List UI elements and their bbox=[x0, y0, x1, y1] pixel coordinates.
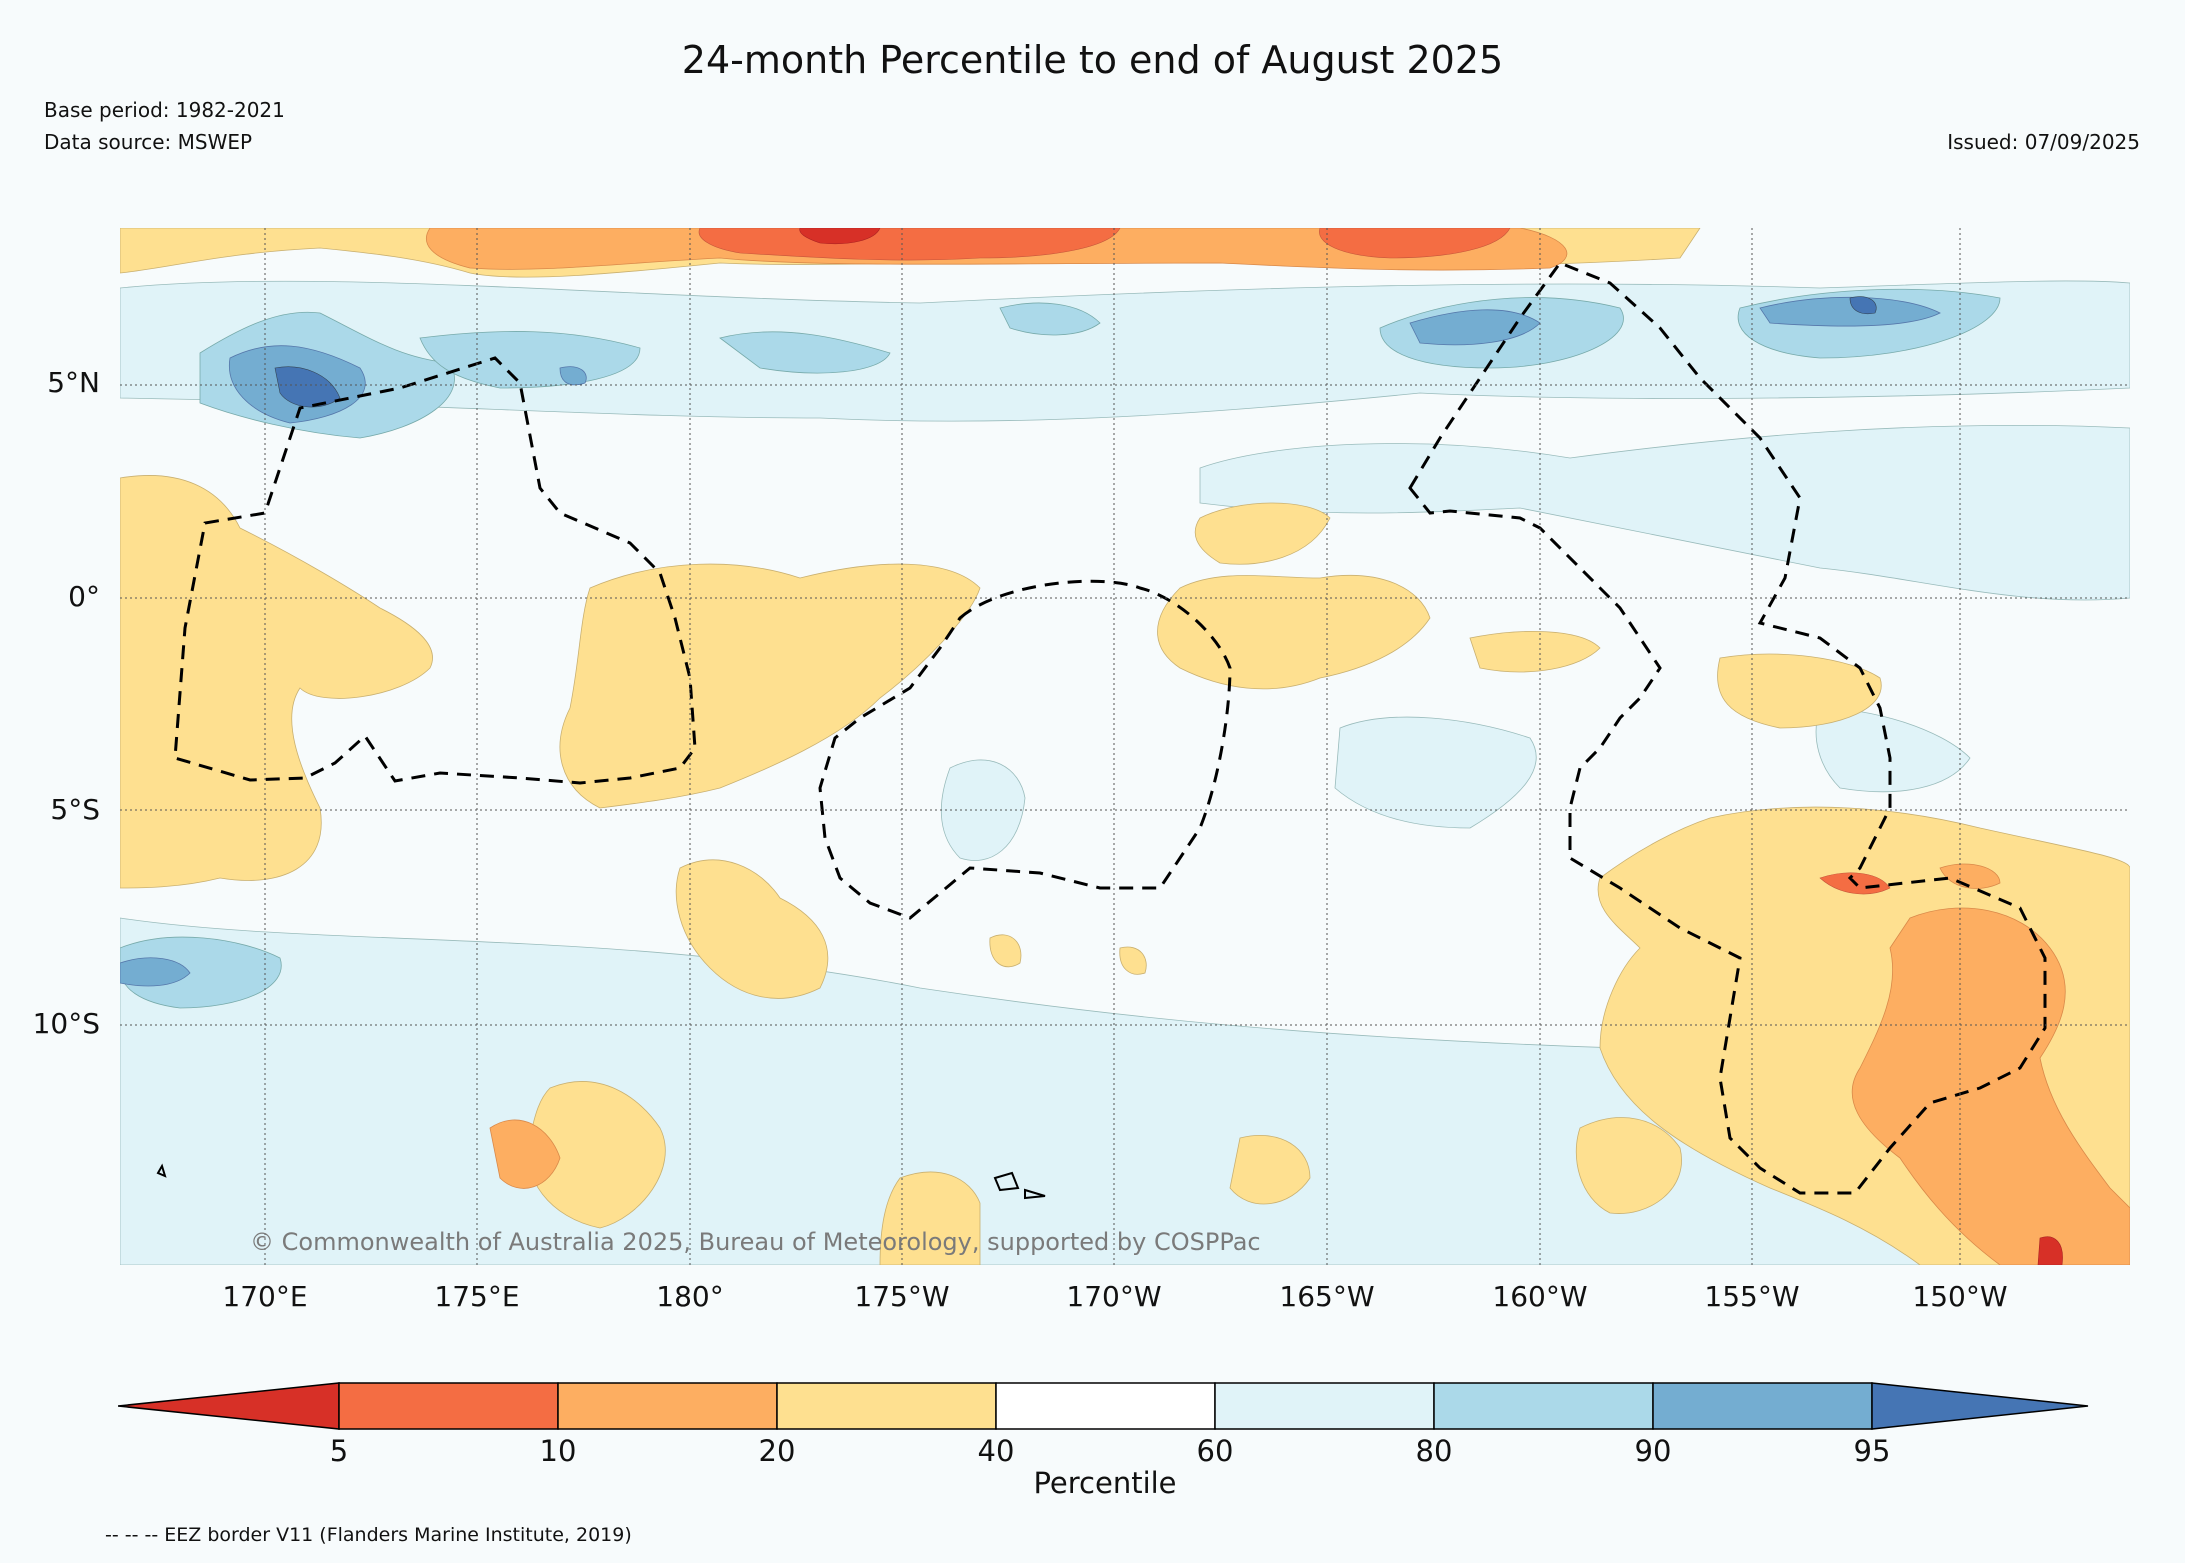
colorbar-segment-90-95 bbox=[1652, 1382, 1873, 1430]
islands bbox=[156, 1163, 1046, 1200]
colorbar-tick-90: 90 bbox=[1634, 1434, 1672, 1468]
lon-label-170w: 170°W bbox=[1066, 1280, 1162, 1313]
lon-label-160w: 160°W bbox=[1492, 1280, 1588, 1313]
lat-label-0: 0° bbox=[68, 580, 100, 613]
band-below-5 bbox=[799, 228, 2063, 1265]
lon-label-175e: 175°E bbox=[434, 1280, 520, 1313]
colorbar-segment-above-95 bbox=[1871, 1382, 2089, 1430]
percentile-map bbox=[120, 228, 2130, 1265]
lat-label-5s: 5°S bbox=[50, 793, 100, 826]
issued-date: Issued: 07/09/2025 bbox=[1947, 130, 2140, 154]
base-period: Base period: 1982-2021 bbox=[44, 98, 285, 122]
lon-label-165w: 165°W bbox=[1279, 1280, 1375, 1313]
colorbar-segment-below-5 bbox=[118, 1382, 340, 1430]
colorbar-segment-80-90 bbox=[1433, 1382, 1654, 1430]
lat-label-10s: 10°S bbox=[32, 1007, 100, 1040]
colorbar bbox=[118, 1382, 2089, 1430]
colorbar-tick-20: 20 bbox=[758, 1434, 796, 1468]
lat-label-5n: 5°N bbox=[47, 366, 100, 399]
data-source: Data source: MSWEP bbox=[44, 130, 253, 154]
colorbar-segment-5-10 bbox=[338, 1382, 559, 1430]
colorbar-segment-60-80 bbox=[1214, 1382, 1435, 1430]
copyright-notice: © Commonwealth of Australia 2025, Bureau… bbox=[250, 1228, 1261, 1256]
eez-legend-note: -- -- -- EEZ border V11 (Flanders Marine… bbox=[105, 1524, 632, 1546]
lon-label-175w: 175°W bbox=[854, 1280, 950, 1313]
lon-label-170e: 170°E bbox=[222, 1280, 308, 1313]
lon-label-180: 180° bbox=[656, 1280, 724, 1313]
colorbar-segment-10-20 bbox=[557, 1382, 778, 1430]
band-95 bbox=[274, 296, 1877, 408]
colorbar-tick-5: 5 bbox=[329, 1434, 349, 1468]
map-title: 24-month Percentile to end of August 202… bbox=[681, 38, 1504, 82]
colorbar-segment-40-60 bbox=[995, 1382, 1216, 1430]
colorbar-tick-95: 95 bbox=[1853, 1434, 1891, 1468]
colorbar-tick-10: 10 bbox=[539, 1434, 577, 1468]
colorbar-tick-40: 40 bbox=[977, 1434, 1015, 1468]
colorbar-title: Percentile bbox=[1033, 1466, 1177, 1500]
graticule bbox=[120, 228, 2130, 1265]
colorbar-tick-60: 60 bbox=[1196, 1434, 1234, 1468]
colorbar-tick-80: 80 bbox=[1415, 1434, 1453, 1468]
lon-label-155w: 155°W bbox=[1704, 1280, 1800, 1313]
lon-label-150w: 150°W bbox=[1912, 1280, 2008, 1313]
eez-borders bbox=[173, 261, 2047, 1195]
colorbar-segment-20-40 bbox=[776, 1382, 997, 1430]
